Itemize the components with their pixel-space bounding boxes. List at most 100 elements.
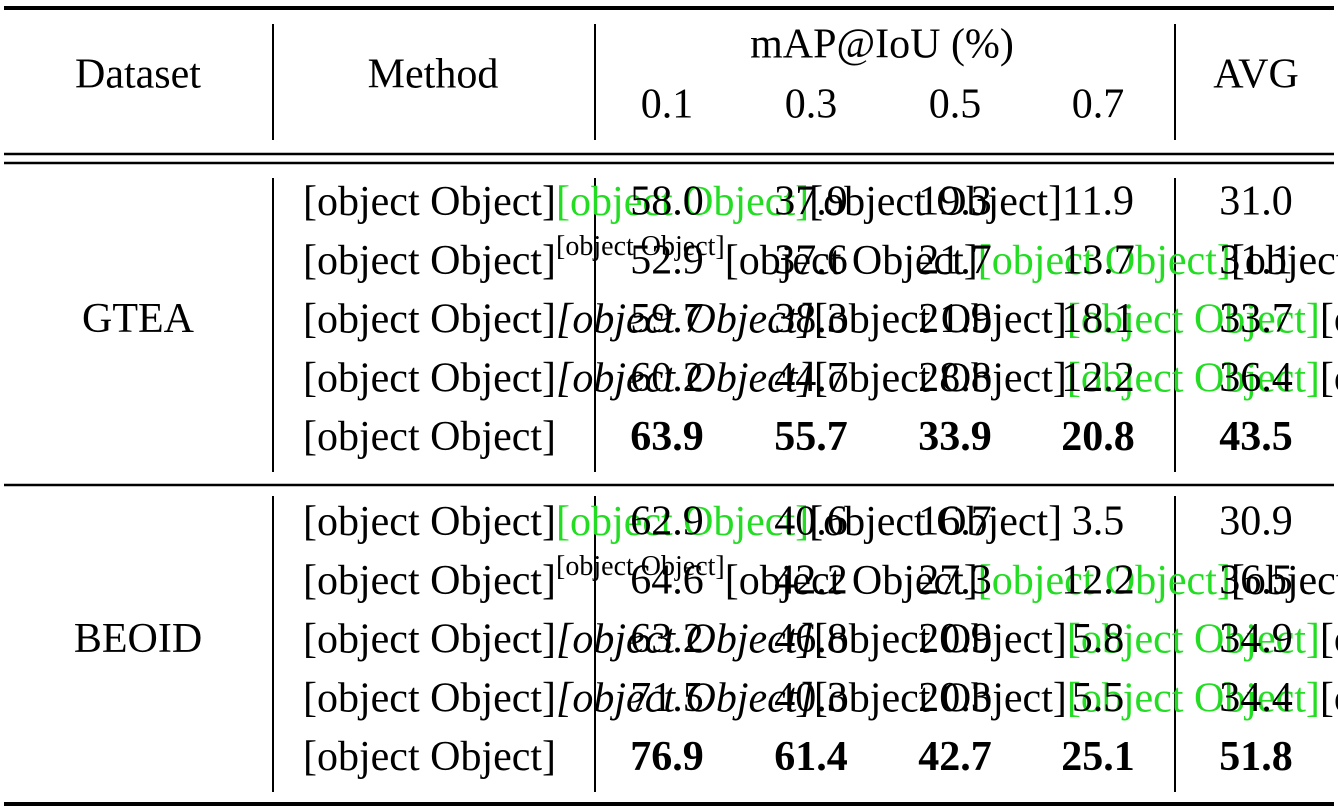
method-part: [object Object]	[303, 557, 556, 603]
score: 20.8	[1061, 414, 1135, 460]
method-name: [object Object][object Object][object Ob…	[303, 616, 1338, 662]
avg-score: 34.4	[1219, 675, 1293, 721]
method-part: [object Object]	[814, 675, 1067, 721]
score: 71.5	[630, 675, 704, 721]
score: 5.8	[1072, 616, 1125, 662]
score: 63.9	[630, 414, 704, 460]
method-part: [object Object]	[814, 355, 1067, 401]
score: 40.3	[774, 675, 848, 721]
header-threshold: 0.1	[641, 82, 694, 128]
score: 18.1	[1061, 296, 1135, 342]
score: 61.4	[774, 734, 848, 780]
method-part: [object Object]	[556, 675, 814, 721]
method-part: [object Object]	[1231, 557, 1338, 603]
score: 12.2	[1061, 557, 1135, 603]
score: 76.9	[630, 734, 704, 780]
method-part: [object Object]	[1067, 616, 1320, 662]
score: 3.5	[1072, 499, 1125, 545]
method-part: [object Object]	[303, 675, 556, 721]
score: 37.6	[774, 237, 848, 283]
column-dividers	[272, 24, 1176, 792]
method-part: [object Object]	[809, 179, 1062, 225]
method-part: [object Object]	[1231, 237, 1338, 283]
score: 21.9	[918, 296, 992, 342]
score: 46.8	[774, 616, 848, 662]
method-part: [object Object]	[303, 355, 556, 401]
score: 13.7	[1061, 237, 1135, 283]
score: 25.1	[1061, 734, 1135, 780]
method-part: [object Object]	[556, 231, 725, 262]
avg-score: 43.5	[1219, 414, 1293, 460]
method-part: [object Object]	[1320, 675, 1338, 721]
score: 60.2	[630, 355, 704, 401]
method-name: [object Object][object Object][object Ob…	[303, 499, 1062, 545]
score: 28.8	[918, 355, 992, 401]
avg-score: 36.4	[1219, 355, 1293, 401]
method-name: [object Object]	[303, 734, 556, 780]
header-dataset: Dataset	[75, 52, 201, 98]
method-name: [object Object][object Object][object Ob…	[303, 231, 1338, 284]
score: 27.3	[918, 557, 992, 603]
score: 52.9	[630, 237, 704, 283]
avg-score: 36.5	[1219, 557, 1293, 603]
dataset-name: GTEA	[82, 296, 195, 342]
score: 64.6	[630, 557, 704, 603]
score: 58.0	[630, 179, 704, 225]
header-method: Method	[368, 52, 499, 98]
method-part: [object Object]	[978, 237, 1231, 283]
method-name: [object Object][object Object][object Ob…	[303, 675, 1338, 721]
header-threshold: 0.7	[1072, 82, 1125, 128]
score: 42.7	[918, 734, 992, 780]
method-part: [object Object]	[1320, 616, 1338, 662]
avg-score: 33.7	[1219, 296, 1293, 342]
method-part: [object Object]	[814, 296, 1067, 342]
method-part: [object Object]	[303, 499, 556, 545]
dataset-name: BEOID	[74, 616, 202, 662]
score: 38.3	[774, 296, 848, 342]
method-part: [object Object]	[556, 355, 814, 401]
avg-score: 30.9	[1219, 499, 1293, 545]
method-part: [object Object]	[556, 616, 814, 662]
avg-score: 34.9	[1219, 616, 1293, 662]
score: 19.3	[918, 179, 992, 225]
score: 44.7	[774, 355, 848, 401]
score: 42.2	[774, 557, 848, 603]
score: 11.9	[1062, 179, 1134, 225]
header-threshold: 0.3	[785, 82, 838, 128]
method-part: [object Object]	[1067, 355, 1320, 401]
method-part: [object Object]	[725, 237, 978, 283]
method-name: [object Object] [object Object] [object Ob…	[303, 296, 1338, 342]
method-name: [object Object][object Object][object Ob…	[303, 551, 1338, 604]
score: 37.9	[774, 179, 848, 225]
method-part: [object Object]	[814, 616, 1067, 662]
header-metric: mAP@IoU (%)	[750, 22, 1014, 68]
score: 55.7	[774, 414, 848, 460]
score: 21.7	[918, 237, 992, 283]
avg-score: 31.0	[1219, 179, 1293, 225]
method-part: [object Object]	[303, 237, 556, 283]
score: 5.5	[1072, 675, 1125, 721]
method-part: [object Object]	[1320, 296, 1338, 342]
score: 63.2	[630, 616, 704, 662]
method-part: [object Object]	[725, 557, 978, 603]
header-avg: AVG	[1213, 52, 1299, 98]
score: 62.9	[630, 499, 704, 545]
score: 12.2	[1061, 355, 1135, 401]
method-part: [object Object]	[556, 499, 809, 545]
method-part: [object Object]	[303, 296, 556, 342]
avg-score: 51.8	[1219, 734, 1293, 780]
method-part: [object Object]	[978, 557, 1231, 603]
header-threshold: 0.5	[929, 82, 982, 128]
method-part: [object Object]	[1320, 355, 1338, 401]
score: 40.6	[774, 499, 848, 545]
method-name: [object Object]	[303, 414, 556, 460]
avg-score: 31.1	[1219, 237, 1293, 283]
method-part: [object Object]	[303, 734, 556, 780]
method-part: [object Object]	[303, 179, 556, 225]
method-part: [object Object]	[1067, 675, 1320, 721]
score: 20.9	[918, 616, 992, 662]
score: 20.3	[918, 675, 992, 721]
method-part: [object Object]	[303, 414, 556, 460]
method-name: [object Object][object Object][object Ob…	[303, 179, 1062, 225]
